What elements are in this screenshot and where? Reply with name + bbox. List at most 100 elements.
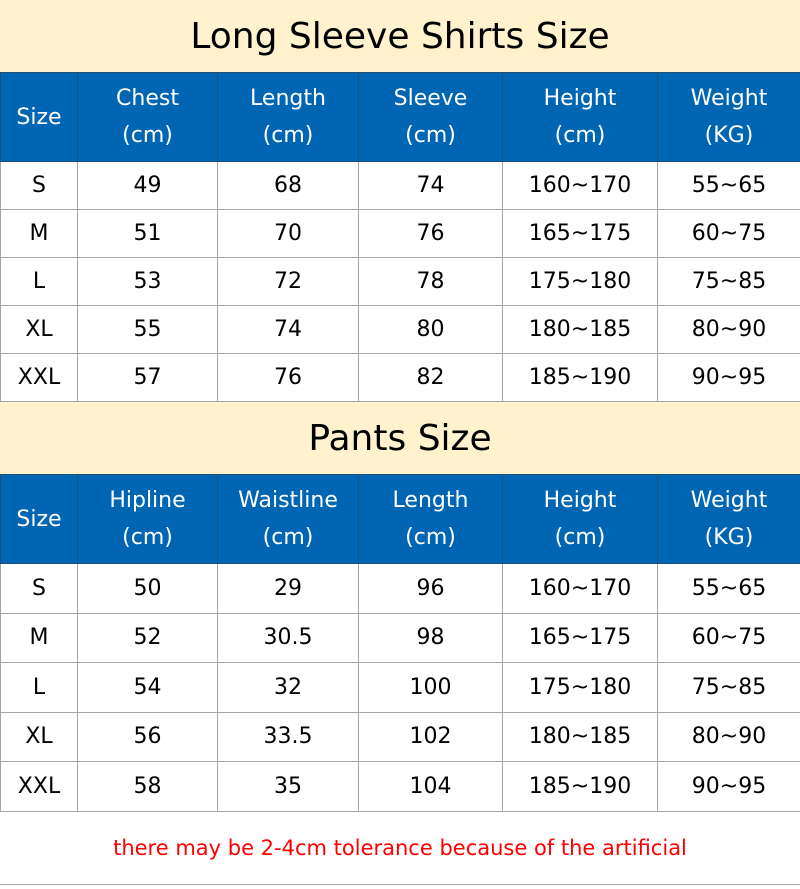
pants-title: Pants Size xyxy=(0,402,800,474)
header-unit: (cm) xyxy=(405,525,456,550)
value-cell: 90~95 xyxy=(657,353,800,402)
value-cell: 180~185 xyxy=(502,305,658,354)
size-cell: M xyxy=(0,612,78,663)
header-label: Length xyxy=(392,488,469,513)
table-row: XXL 58 35 104 185~190 90~95 xyxy=(0,761,800,812)
header-label: Weight xyxy=(690,86,768,111)
value-cell: 57 xyxy=(77,353,218,402)
header-label: Height xyxy=(543,488,617,513)
value-cell: 75~85 xyxy=(657,257,800,306)
column-header: Sleeve (cm) xyxy=(358,72,503,162)
value-cell: 104 xyxy=(358,761,503,812)
value-cell: 185~190 xyxy=(502,761,658,812)
value-cell: 49 xyxy=(77,161,218,210)
value-cell: 80 xyxy=(358,305,503,354)
value-cell: 180~185 xyxy=(502,711,658,762)
column-header: Length (cm) xyxy=(217,72,359,162)
column-header: Chest (cm) xyxy=(77,72,218,162)
value-cell: 51 xyxy=(77,209,218,258)
value-cell: 74 xyxy=(217,305,359,354)
value-cell: 100 xyxy=(358,662,503,713)
value-cell: 80~90 xyxy=(657,305,800,354)
value-cell: 30.5 xyxy=(217,612,359,663)
header-label: Size xyxy=(16,506,62,532)
header-label: Size xyxy=(16,104,62,130)
header-unit: (cm) xyxy=(122,123,173,148)
header-label: Chest xyxy=(116,86,179,111)
header-label: Weight xyxy=(690,488,768,513)
table-row: M 52 30.5 98 165~175 60~75 xyxy=(0,612,800,663)
header-unit: (cm) xyxy=(262,123,314,148)
value-cell: 55 xyxy=(77,305,218,354)
table-row: S 49 68 74 160~170 55~65 xyxy=(0,161,800,210)
value-cell: 29 xyxy=(217,563,359,614)
value-cell: 165~175 xyxy=(502,612,658,663)
header-label: Sleeve xyxy=(393,86,468,111)
value-cell: 102 xyxy=(358,711,503,762)
table-row: XL 56 33.5 102 180~185 80~90 xyxy=(0,711,800,762)
column-header: Weight (KG) xyxy=(657,72,800,162)
table-row: L 53 72 78 175~180 75~85 xyxy=(0,257,800,306)
table-row: XL 55 74 80 180~185 80~90 xyxy=(0,305,800,354)
value-cell: 35 xyxy=(217,761,359,812)
value-cell: 68 xyxy=(217,161,359,210)
value-cell: 60~75 xyxy=(657,209,800,258)
column-header: Size xyxy=(0,72,78,162)
column-header: Weight (KG) xyxy=(657,474,800,564)
value-cell: 52 xyxy=(77,612,218,663)
pants-size-table: Size Hipline (cm) Waistline (cm) Length (cm) He… xyxy=(0,474,800,812)
value-cell: 75~85 xyxy=(657,662,800,713)
value-cell: 54 xyxy=(77,662,218,713)
size-cell: M xyxy=(0,209,78,258)
column-header: Hipline (cm) xyxy=(77,474,218,564)
value-cell: 175~180 xyxy=(502,662,658,713)
value-cell: 78 xyxy=(358,257,503,306)
value-cell: 60~75 xyxy=(657,612,800,663)
size-cell: XL xyxy=(0,305,78,354)
size-cell: XL xyxy=(0,711,78,762)
table-row: XXL 57 76 82 185~190 90~95 xyxy=(0,353,800,402)
header-label: Length xyxy=(250,86,326,111)
column-header: Height (cm) xyxy=(502,72,658,162)
column-header: Waistline (cm) xyxy=(217,474,359,564)
header-unit: (cm) xyxy=(405,123,456,148)
header-row: Size Hipline (cm) Waistline (cm) Length (cm) He… xyxy=(0,474,800,564)
column-header: Length (cm) xyxy=(358,474,503,564)
value-cell: 72 xyxy=(217,257,359,306)
value-cell: 55~65 xyxy=(657,161,800,210)
header-unit: (cm) xyxy=(122,525,173,550)
header-label: Height xyxy=(543,86,617,111)
table-row: S 50 29 96 160~170 55~65 xyxy=(0,563,800,614)
header-label: Waistline xyxy=(238,488,338,513)
value-cell: 55~65 xyxy=(657,563,800,614)
size-cell: S xyxy=(0,161,78,210)
value-cell: 165~175 xyxy=(502,209,658,258)
header-unit: (cm) xyxy=(554,123,606,148)
value-cell: 80~90 xyxy=(657,711,800,762)
table-row: M 51 70 76 165~175 60~75 xyxy=(0,209,800,258)
size-cell: S xyxy=(0,563,78,614)
header-unit: (KG) xyxy=(704,123,754,148)
header-unit: (KG) xyxy=(704,525,754,550)
table-row: L 54 32 100 175~180 75~85 xyxy=(0,662,800,713)
value-cell: 175~180 xyxy=(502,257,658,306)
value-cell: 76 xyxy=(358,209,503,258)
value-cell: 76 xyxy=(217,353,359,402)
size-cell: L xyxy=(0,257,78,306)
header-label: Hipline xyxy=(109,488,186,513)
value-cell: 74 xyxy=(358,161,503,210)
value-cell: 32 xyxy=(217,662,359,713)
value-cell: 82 xyxy=(358,353,503,402)
value-cell: 160~170 xyxy=(502,161,658,210)
value-cell: 160~170 xyxy=(502,563,658,614)
value-cell: 70 xyxy=(217,209,359,258)
size-cell: L xyxy=(0,662,78,713)
value-cell: 50 xyxy=(77,563,218,614)
tolerance-note: there may be 2-4cm tolerance because of … xyxy=(0,812,800,885)
value-cell: 53 xyxy=(77,257,218,306)
column-header: Size xyxy=(0,474,78,564)
size-cell: XXL xyxy=(0,353,78,402)
value-cell: 185~190 xyxy=(502,353,658,402)
header-unit: (cm) xyxy=(554,525,606,550)
